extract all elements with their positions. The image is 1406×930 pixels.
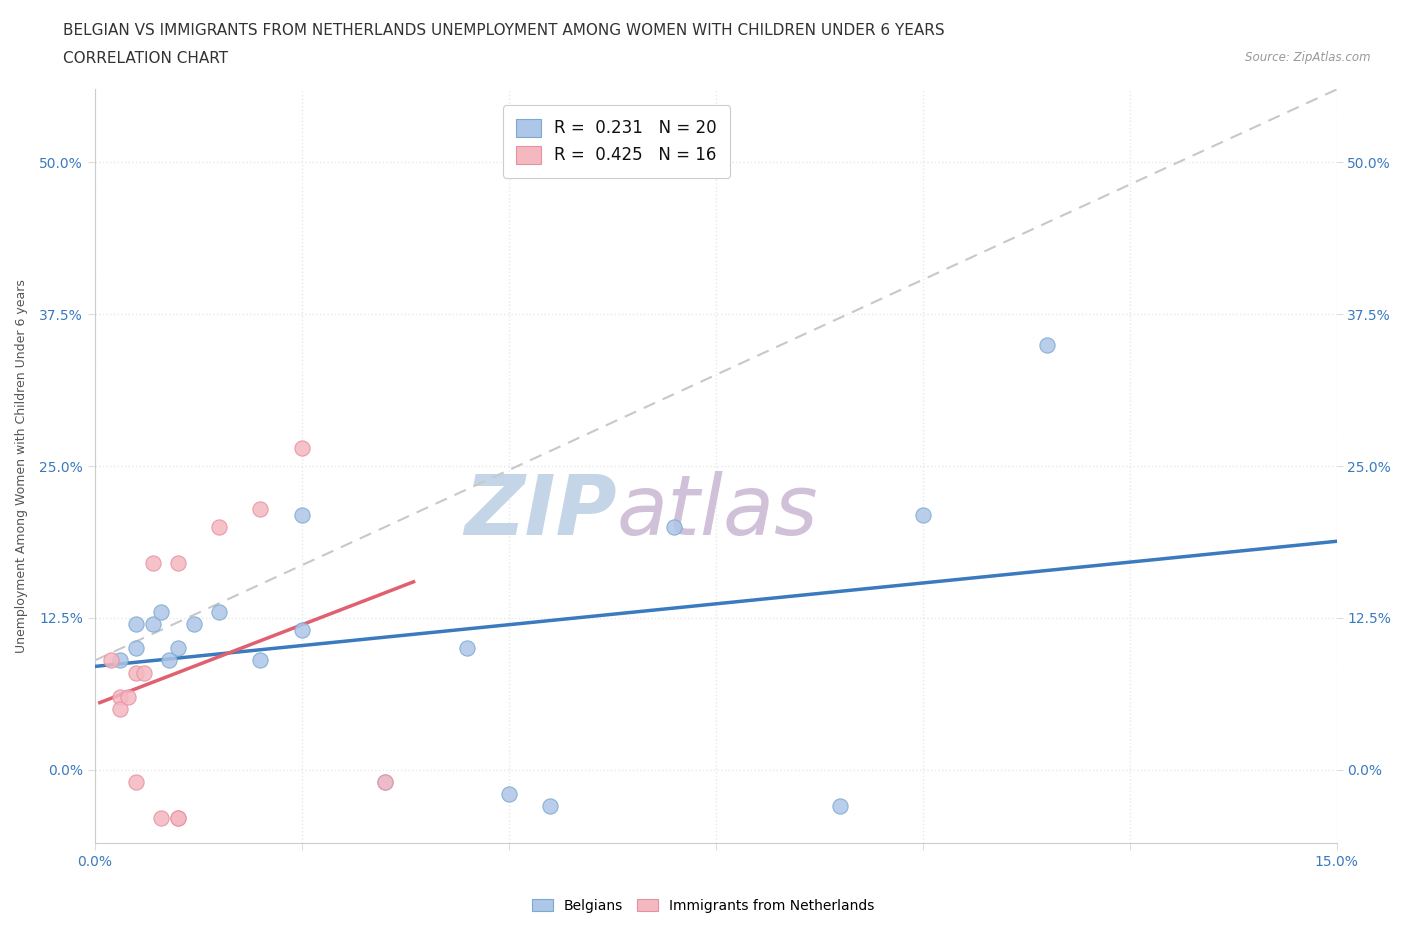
Point <box>166 556 188 571</box>
Point <box>183 617 205 631</box>
Y-axis label: Unemployment Among Women with Children Under 6 years: Unemployment Among Women with Children U… <box>15 279 28 653</box>
Point <box>828 799 851 814</box>
Point <box>249 501 271 516</box>
Legend: R =  0.231   N = 20, R =  0.425   N = 16: R = 0.231 N = 20, R = 0.425 N = 16 <box>502 105 730 178</box>
Point <box>456 641 478 656</box>
Text: Source: ZipAtlas.com: Source: ZipAtlas.com <box>1246 51 1371 64</box>
Legend: Belgians, Immigrants from Netherlands: Belgians, Immigrants from Netherlands <box>526 894 880 919</box>
Point <box>157 653 180 668</box>
Point <box>249 653 271 668</box>
Point <box>125 775 148 790</box>
Point <box>208 604 231 619</box>
Text: ZIP: ZIP <box>464 471 616 551</box>
Point <box>208 519 231 534</box>
Point <box>374 775 396 790</box>
Point <box>125 641 148 656</box>
Point <box>166 641 188 656</box>
Point <box>108 689 131 704</box>
Point <box>150 604 173 619</box>
Point <box>291 622 314 637</box>
Point <box>166 811 188 826</box>
Point <box>166 811 188 826</box>
Point <box>108 653 131 668</box>
Point <box>117 689 139 704</box>
Point <box>1036 337 1059 352</box>
Point <box>291 507 314 522</box>
Point <box>911 507 934 522</box>
Point <box>374 775 396 790</box>
Point <box>108 701 131 716</box>
Point <box>150 811 173 826</box>
Point <box>125 617 148 631</box>
Text: atlas: atlas <box>616 471 818 551</box>
Point <box>538 799 561 814</box>
Point <box>664 519 686 534</box>
Text: BELGIAN VS IMMIGRANTS FROM NETHERLANDS UNEMPLOYMENT AMONG WOMEN WITH CHILDREN UN: BELGIAN VS IMMIGRANTS FROM NETHERLANDS U… <box>63 23 945 38</box>
Text: CORRELATION CHART: CORRELATION CHART <box>63 51 228 66</box>
Point <box>142 556 165 571</box>
Point <box>134 665 156 680</box>
Point <box>125 665 148 680</box>
Point <box>498 787 520 802</box>
Point <box>142 617 165 631</box>
Point <box>291 441 314 456</box>
Point <box>100 653 122 668</box>
